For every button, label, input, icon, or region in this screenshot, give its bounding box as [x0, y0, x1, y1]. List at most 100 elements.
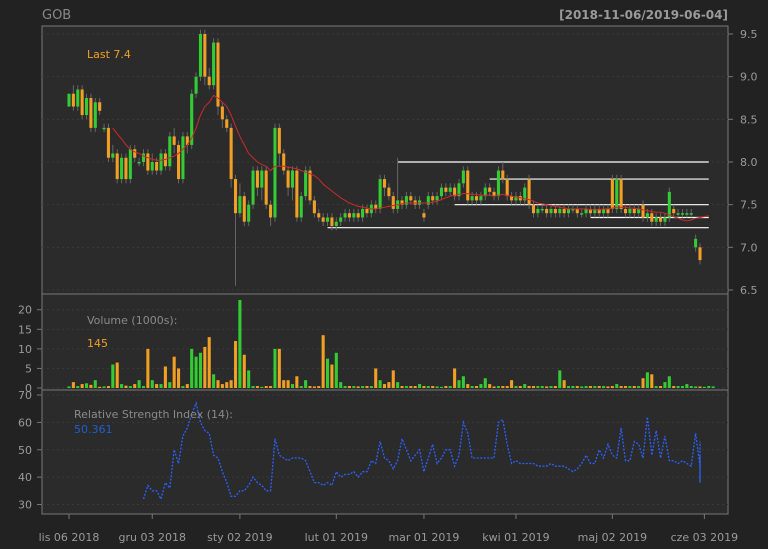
x-tick-label: cze 03 2019 — [671, 531, 739, 544]
volume-bar — [220, 384, 224, 388]
volume-bar — [382, 384, 387, 388]
volume-bar — [172, 356, 176, 388]
volume-bar — [102, 386, 106, 388]
rsi-line — [142, 401, 701, 501]
candle-body — [212, 42, 216, 86]
volume-bar — [474, 386, 479, 388]
volume-bar — [553, 386, 557, 388]
price-y-tick-label: 9.0 — [740, 71, 758, 84]
candlesticks — [67, 29, 702, 286]
candle-body — [536, 208, 540, 214]
volume-bar — [98, 386, 102, 388]
candle-body — [474, 196, 479, 201]
candle-body — [680, 213, 685, 215]
candle-body — [610, 179, 614, 209]
candle-body — [540, 208, 544, 211]
candle-body — [334, 221, 338, 226]
candle-body — [141, 153, 146, 162]
candle-body — [466, 170, 470, 201]
volume-bar — [400, 386, 404, 388]
candle-body — [409, 196, 413, 201]
volume-bar — [229, 380, 233, 388]
volume-bar — [527, 386, 531, 388]
volume-bar — [334, 352, 338, 388]
price-panel: 6.5 7.0 7.5 8.0 8.5 9.0 9.5 Last 7.4 — [41, 25, 758, 297]
volume-bar — [461, 376, 465, 388]
volume-bar — [277, 348, 281, 388]
rsi-gridlines — [42, 394, 728, 506]
candle-body — [247, 204, 251, 222]
volume-bar — [295, 376, 299, 388]
volume-bar — [203, 346, 207, 388]
moving-average-line — [112, 94, 709, 222]
volume-bar — [431, 386, 435, 388]
rsi-y-tick-label: 50 — [18, 444, 32, 457]
candle-body — [588, 208, 592, 214]
volume-y-tick-label: 20 — [18, 304, 32, 317]
volume-bar — [137, 380, 141, 388]
volume-bar — [194, 356, 198, 388]
volume-bar — [536, 386, 540, 388]
candle-body — [602, 208, 606, 214]
volume-bar — [435, 386, 439, 388]
volume-bar — [496, 386, 500, 388]
volume-bar — [133, 384, 137, 388]
candle-body — [654, 217, 658, 222]
volume-bar — [439, 386, 443, 388]
volume-y-tick-label: 10 — [18, 343, 32, 356]
volume-bar — [514, 386, 518, 388]
candle-body — [343, 213, 347, 218]
candle-body — [146, 153, 150, 171]
volume-bar — [67, 386, 71, 388]
candle-body — [220, 106, 224, 120]
rsi-panel-frame — [41, 389, 729, 515]
candle-body — [404, 196, 408, 205]
candle-body — [321, 217, 325, 222]
candle-body — [558, 208, 562, 214]
candle-body — [194, 76, 198, 94]
rsi-y-tick-label: 40 — [18, 471, 32, 484]
volume-bar — [558, 370, 562, 388]
volume-bar — [615, 384, 619, 388]
candle-body — [400, 200, 404, 205]
candle-body — [549, 208, 553, 214]
candle-body — [567, 208, 571, 214]
volume-bar — [702, 386, 706, 388]
volume-bar — [409, 386, 413, 388]
volume-bar — [312, 386, 316, 388]
volume-bar — [242, 354, 246, 388]
candle-body — [361, 208, 365, 218]
volume-bar — [685, 384, 689, 388]
candle-body — [637, 208, 641, 214]
candle-body — [295, 170, 299, 218]
volume-bar — [282, 380, 286, 388]
volume-bar — [233, 341, 238, 388]
candle-body — [575, 208, 579, 214]
x-tick-label: lut 01 2019 — [305, 531, 368, 544]
volume-bar — [378, 380, 382, 388]
candle-body — [98, 102, 102, 111]
volume-bar — [339, 382, 343, 388]
volume-bar — [628, 386, 632, 388]
volume-bar — [299, 386, 303, 388]
volume-bar — [540, 386, 544, 388]
candle-body — [492, 191, 496, 197]
candle-body — [641, 204, 645, 218]
volume-bar — [637, 386, 641, 388]
candle-body — [225, 119, 229, 128]
candle-body — [387, 187, 391, 197]
candle-body — [93, 102, 97, 128]
volume-bar — [308, 386, 312, 388]
candle-body — [439, 187, 443, 197]
candle-body — [694, 238, 698, 248]
candle-body — [663, 217, 667, 222]
candle-body — [102, 127, 106, 130]
symbol-title: GOB — [42, 8, 71, 23]
volume-bar — [207, 337, 211, 388]
volume-bar — [663, 382, 667, 388]
price-y-tick-labels: 6.5 7.0 7.5 8.0 8.5 9.0 9.5 — [728, 28, 758, 297]
candle-body — [277, 127, 281, 154]
volume-bar — [185, 384, 189, 388]
candle-body — [531, 204, 536, 214]
candle-body — [461, 170, 465, 184]
